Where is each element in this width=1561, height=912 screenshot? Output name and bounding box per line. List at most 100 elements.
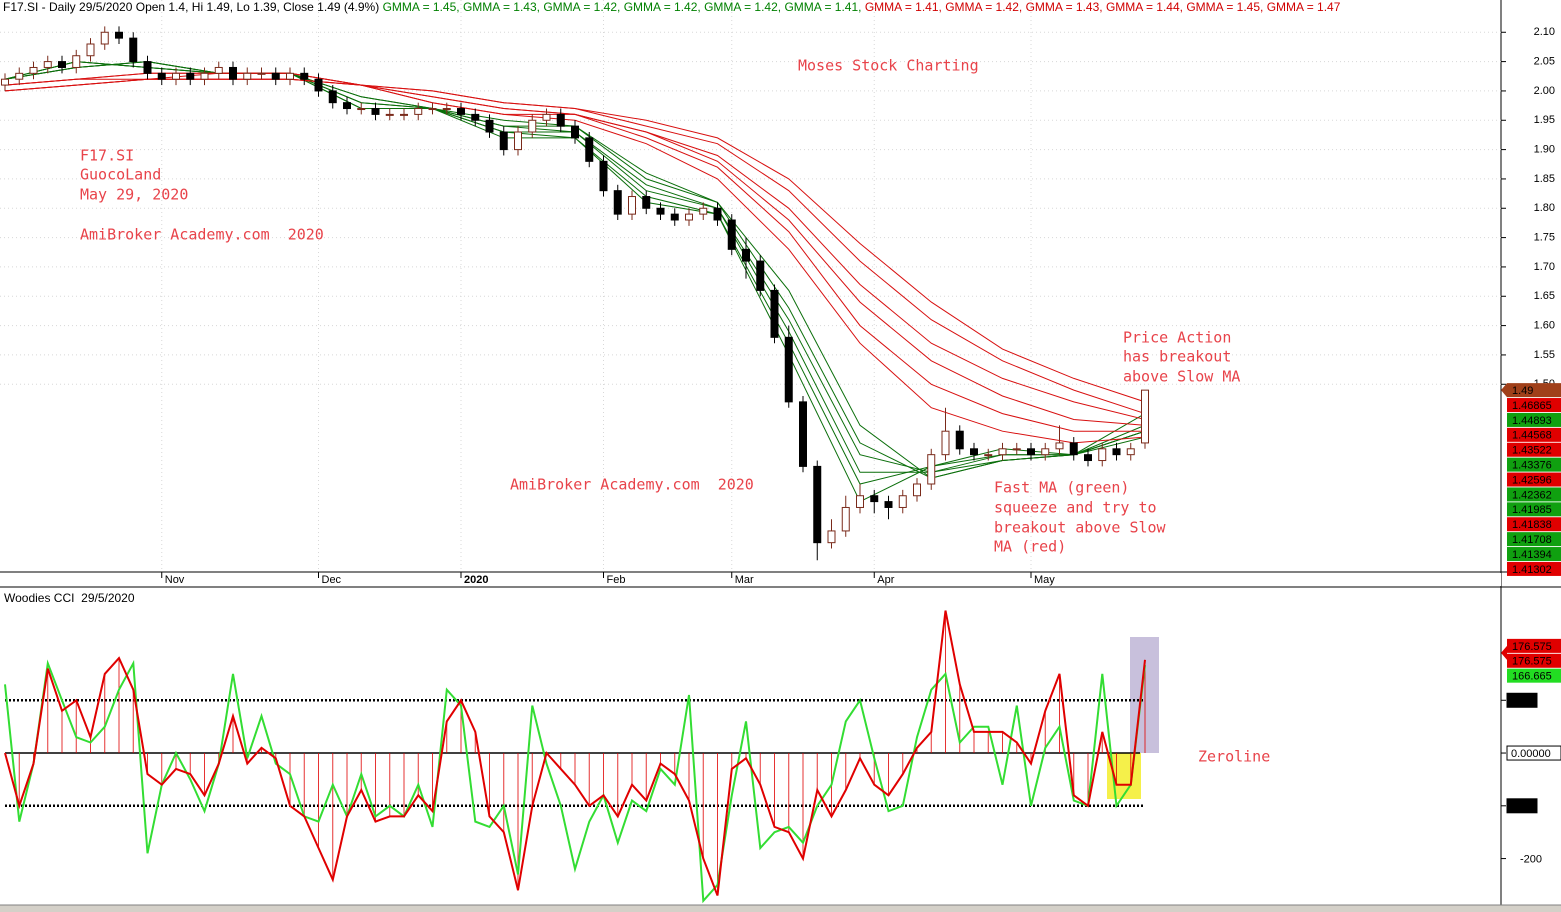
candle-body bbox=[1098, 448, 1107, 462]
y-tick-label: 1.60 bbox=[1534, 320, 1555, 332]
candle-body bbox=[884, 501, 893, 508]
candle-body bbox=[343, 102, 351, 110]
y-tick-label: -100 bbox=[1511, 801, 1533, 813]
annotation: breakout above Slow bbox=[994, 519, 1167, 537]
price-tag-label: 1.42362 bbox=[1512, 489, 1552, 501]
candle-body bbox=[485, 119, 494, 133]
price-tag-arrow bbox=[1501, 383, 1507, 398]
price-tag-label: 1.44893 bbox=[1512, 415, 1552, 427]
candle-body bbox=[1, 78, 9, 86]
candle-body bbox=[214, 66, 223, 74]
candle-body bbox=[385, 113, 394, 116]
x-tick-label: Nov bbox=[165, 574, 185, 586]
candle-body bbox=[770, 289, 779, 338]
candle-body bbox=[86, 43, 95, 57]
y-tick-label: 1.95 bbox=[1534, 114, 1555, 126]
annotation: Fast MA (green) bbox=[994, 479, 1129, 497]
y-tick-label: 2.10 bbox=[1534, 26, 1555, 38]
y-tick-label: 1.90 bbox=[1534, 144, 1555, 156]
candle-body bbox=[913, 483, 921, 497]
candle-body bbox=[571, 125, 579, 139]
candle-body bbox=[157, 72, 166, 80]
annotation: May 29, 2020 bbox=[80, 186, 188, 204]
title-part: GMMA = 1.41, bbox=[865, 0, 945, 14]
annotation: has breakout bbox=[1123, 348, 1231, 366]
candle-body bbox=[499, 131, 508, 151]
price-tag-label: 1.41708 bbox=[1512, 534, 1552, 546]
title-part: GMMA = 1.47 bbox=[1267, 0, 1341, 14]
cci-line bbox=[4, 610, 1146, 896]
candle-body bbox=[713, 207, 722, 221]
annotation: GuocoLand bbox=[80, 166, 161, 184]
y-tick-label: 1.65 bbox=[1534, 290, 1555, 302]
candle-body bbox=[442, 108, 451, 111]
price-tag-label: 1.43522 bbox=[1512, 445, 1552, 457]
candle-body bbox=[670, 213, 679, 221]
annotation: MA (red) bbox=[994, 538, 1066, 556]
candle-body bbox=[1084, 454, 1092, 462]
price-tag-label: 1.41838 bbox=[1512, 519, 1552, 531]
price-tag-label: 1.49 bbox=[1512, 385, 1533, 397]
candle-body bbox=[984, 454, 993, 457]
annotation: above Slow MA bbox=[1123, 368, 1240, 386]
title-part: GMMA = 1.45, bbox=[383, 0, 463, 14]
title-part: GMMA = 1.43, bbox=[1026, 0, 1106, 14]
price-tag bbox=[1507, 383, 1561, 398]
candle-body bbox=[1141, 389, 1149, 444]
cci-title: Woodies CCI 29/5/2020 bbox=[4, 591, 135, 605]
price-tag bbox=[1507, 472, 1561, 487]
price-tag-label: 1.42596 bbox=[1512, 474, 1552, 486]
price-tag-label: 1.41302 bbox=[1512, 564, 1552, 576]
candle-body bbox=[286, 72, 294, 80]
annotation: squeeze and try to bbox=[994, 499, 1157, 517]
cci-tag-label: 166.665 bbox=[1512, 671, 1552, 683]
candle-body bbox=[585, 137, 594, 162]
candle-body bbox=[799, 401, 807, 467]
y-tick-label: 100 bbox=[1511, 695, 1529, 707]
candle-body bbox=[1126, 448, 1135, 456]
cci-tag bbox=[1507, 668, 1561, 683]
candle-body bbox=[927, 454, 936, 485]
x-tick-label: May bbox=[1034, 574, 1055, 586]
price-tag bbox=[1507, 457, 1561, 472]
cci-tag bbox=[1507, 638, 1561, 653]
candle-body bbox=[300, 72, 309, 80]
title-part: GMMA = 1.44, bbox=[1106, 0, 1186, 14]
annotation: F17.SI bbox=[80, 147, 134, 165]
price-tag bbox=[1507, 532, 1561, 547]
candle-body bbox=[143, 61, 152, 74]
x-tick-label: 2020 bbox=[464, 574, 488, 586]
candle-body bbox=[471, 113, 480, 121]
candle-body bbox=[642, 196, 651, 209]
y-tick-label: 2.00 bbox=[1534, 85, 1555, 97]
price-tag-label: 1.41985 bbox=[1512, 504, 1552, 516]
candle-body bbox=[870, 495, 879, 503]
y-tick-box bbox=[1506, 745, 1561, 761]
price-tag bbox=[1507, 398, 1561, 413]
candle-body bbox=[656, 207, 665, 215]
gmma-line bbox=[4, 78, 1146, 403]
candle-body bbox=[72, 55, 81, 68]
annotation: AmiBroker Academy.com 2020 bbox=[80, 226, 324, 244]
x-tick-label: Apr bbox=[877, 574, 894, 586]
cci-tag-arrow bbox=[1501, 645, 1507, 660]
title-part: GMMA = 1.45, bbox=[1186, 0, 1266, 14]
candle-body bbox=[1112, 448, 1121, 456]
candle-body bbox=[186, 72, 195, 80]
candle-body bbox=[172, 72, 180, 80]
candle-body bbox=[727, 219, 736, 250]
candle-body bbox=[1069, 442, 1078, 456]
candle-body bbox=[998, 448, 1007, 456]
candle-body bbox=[856, 495, 864, 508]
candle-body bbox=[29, 66, 38, 74]
y-tick-label: 1.80 bbox=[1534, 202, 1555, 214]
y-tick-label: 1.75 bbox=[1534, 232, 1555, 244]
candle-body bbox=[115, 31, 123, 39]
y-tick-label: 2.05 bbox=[1534, 56, 1555, 68]
price-tag bbox=[1507, 427, 1561, 442]
candle-body bbox=[841, 506, 850, 532]
cci-line bbox=[4, 659, 1146, 904]
candle-body bbox=[271, 72, 280, 80]
